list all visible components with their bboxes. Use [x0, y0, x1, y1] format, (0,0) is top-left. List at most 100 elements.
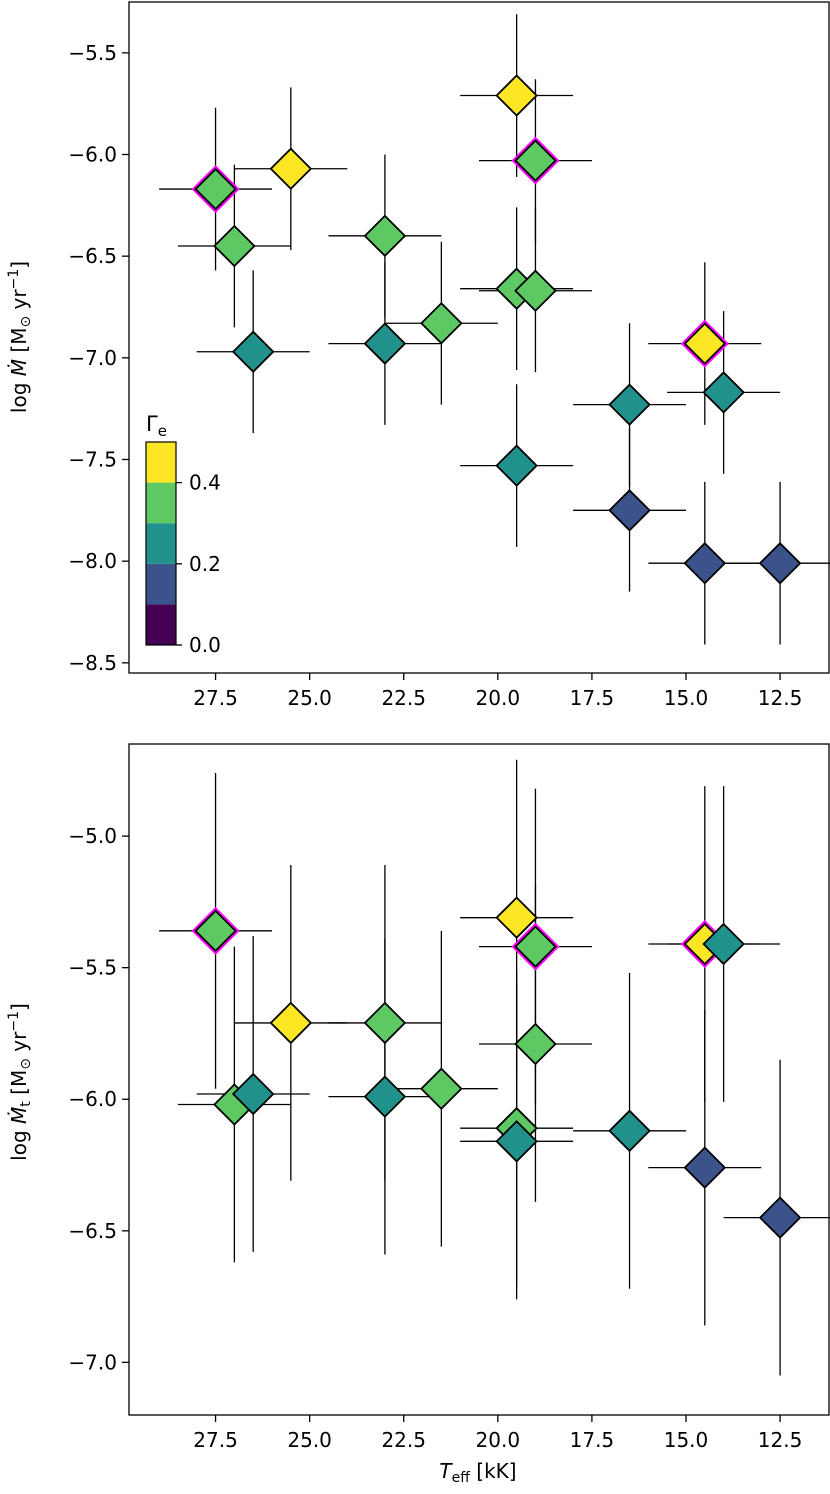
data-point-diamond — [608, 489, 651, 532]
x-tick-label: 27.5 — [193, 1428, 238, 1452]
errorbar-layer — [159, 14, 830, 645]
colorbar-bin — [146, 523, 176, 564]
ylabel-yr: yr — [7, 289, 31, 316]
data-point-diamond — [514, 269, 557, 313]
y-tick-label: −6.5 — [68, 244, 117, 268]
x-tick-label: 25.0 — [287, 686, 332, 710]
x-axis-label: Teff [kK] — [439, 1459, 516, 1486]
y-tick-label: −8.5 — [68, 651, 117, 675]
ylabel-mdot: Ṁ — [7, 1107, 31, 1124]
xlabel-teff: T — [439, 1459, 453, 1483]
x-tick-label: 15.0 — [664, 686, 709, 710]
ylabel-mdot-subscript: t — [18, 1101, 34, 1107]
x-tick-label: 27.5 — [193, 686, 238, 710]
colorbar-title: Γe — [146, 412, 167, 440]
colorbar-bin — [146, 442, 176, 483]
ylabel-sun-symbol: ⊙ — [18, 316, 34, 328]
data-point-diamond — [608, 383, 651, 426]
x-tick-label: 15.0 — [664, 1428, 709, 1452]
data-point-diamond — [363, 214, 407, 258]
x-tick-label: 25.0 — [287, 1428, 332, 1452]
plot-frame — [128, 1, 830, 674]
panel-transformed-mass-loss-rate: 27.5 25.0 22.5 20.0 17.5 15.0 12.5 −5.0 −5.5 −6.… — [6, 743, 830, 1486]
x-tick-label: 22.5 — [381, 686, 426, 710]
data-point-diamond — [269, 147, 313, 191]
y-tick-label: −8.0 — [68, 549, 117, 573]
ylabel-unit-close: ] — [7, 261, 31, 269]
ylabel-unit-open: [M — [7, 1070, 31, 1101]
x-tick-label: 17.5 — [570, 686, 615, 710]
data-point-diamond — [514, 139, 557, 182]
ylabel-exponent: −1 — [6, 1011, 22, 1032]
ylabel-log: log — [7, 376, 31, 413]
colorbar-title-subscript: e — [158, 422, 167, 440]
data-point-diamond — [495, 74, 538, 117]
ylabel-sun-symbol: ⊙ — [18, 1058, 34, 1070]
errorbar-layer — [159, 759, 830, 1376]
colorbar-bin — [146, 482, 176, 524]
colorbar-bins — [146, 442, 176, 645]
y-tick-label: −6.0 — [68, 143, 117, 167]
x-tick-label: 20.0 — [476, 1428, 521, 1452]
data-point-diamond — [213, 224, 256, 268]
xlabel-subscript: eff — [452, 1470, 471, 1486]
x-tick-label: 20.0 — [476, 686, 521, 710]
data-point-diamond — [683, 1146, 727, 1189]
data-point-diamond — [495, 1120, 538, 1163]
y-axis-label: log Ṁ [M⊙ yr−1] — [6, 261, 34, 413]
data-point-diamond — [269, 1001, 313, 1045]
data-point-diamond — [702, 922, 745, 966]
data-point-diamond — [194, 909, 237, 953]
plot-frame — [128, 743, 830, 1416]
colorbar-frame — [145, 441, 177, 646]
marker-layer — [191, 74, 802, 585]
y-tick-label: −5.5 — [68, 41, 117, 65]
colorbar-tick-label: 0.4 — [189, 471, 221, 495]
x-tick-label: 12.5 — [758, 1428, 803, 1452]
data-point-diamond — [420, 301, 463, 345]
y-tick-label: −6.0 — [68, 1087, 117, 1111]
colorbar-tick-label: 0.2 — [189, 552, 221, 576]
data-point-diamond — [683, 322, 727, 365]
y-tick-label: −7.0 — [68, 1350, 117, 1374]
data-point-diamond — [758, 541, 802, 585]
colorbar-bin — [146, 563, 176, 605]
data-point-diamond — [231, 1072, 275, 1116]
data-point-diamond — [363, 1075, 407, 1118]
data-point-diamond — [363, 322, 407, 365]
data-point-diamond — [194, 167, 237, 211]
data-point-diamond — [702, 371, 745, 414]
y-axis-label: log Ṁt [M⊙ yr−1] — [6, 1003, 34, 1161]
data-point-diamond — [363, 1001, 407, 1045]
x-axis: 27.5 25.0 22.5 20.0 17.5 15.0 12.5 — [193, 1415, 802, 1452]
colorbar-title-gamma: Γ — [146, 412, 158, 436]
y-tick-label: −7.5 — [68, 448, 117, 472]
x-tick-label: 12.5 — [758, 686, 803, 710]
colorbar: 0.0 0.2 0.4 Γe — [145, 412, 221, 657]
marker-layer — [191, 896, 802, 1239]
colorbar-tick-label: 0.0 — [189, 633, 221, 657]
ylabel-unit-close: ] — [7, 1003, 31, 1011]
y-axis: −5.5 −6.0 −6.5 −7.0 −7.5 −8.0 −8.5 — [68, 41, 129, 675]
ylabel-log: log — [7, 1124, 31, 1161]
y-tick-label: −5.0 — [68, 824, 117, 848]
data-point-diamond — [683, 541, 727, 585]
y-tick-label: −6.5 — [68, 1219, 117, 1243]
y-tick-label: −5.5 — [68, 956, 117, 980]
data-point-diamond — [495, 444, 538, 487]
data-point-diamond — [495, 896, 538, 939]
data-point-diamond — [758, 1196, 802, 1239]
x-tick-label: 17.5 — [570, 1428, 615, 1452]
y-tick-label: −7.0 — [68, 346, 117, 370]
data-point-diamond — [231, 330, 275, 374]
data-point-diamond — [608, 1109, 651, 1153]
ylabel-unit-open: [M — [7, 328, 31, 359]
y-axis: −5.0 −5.5 −6.0 −6.5 −7.0 — [68, 824, 129, 1374]
xlabel-unit: [kK] — [470, 1459, 517, 1483]
ylabel-yr: yr — [7, 1031, 31, 1058]
ylabel-exponent: −1 — [6, 269, 22, 290]
data-point-diamond — [514, 1022, 557, 1066]
x-tick-label: 22.5 — [381, 1428, 426, 1452]
data-point-diamond — [420, 1067, 463, 1110]
